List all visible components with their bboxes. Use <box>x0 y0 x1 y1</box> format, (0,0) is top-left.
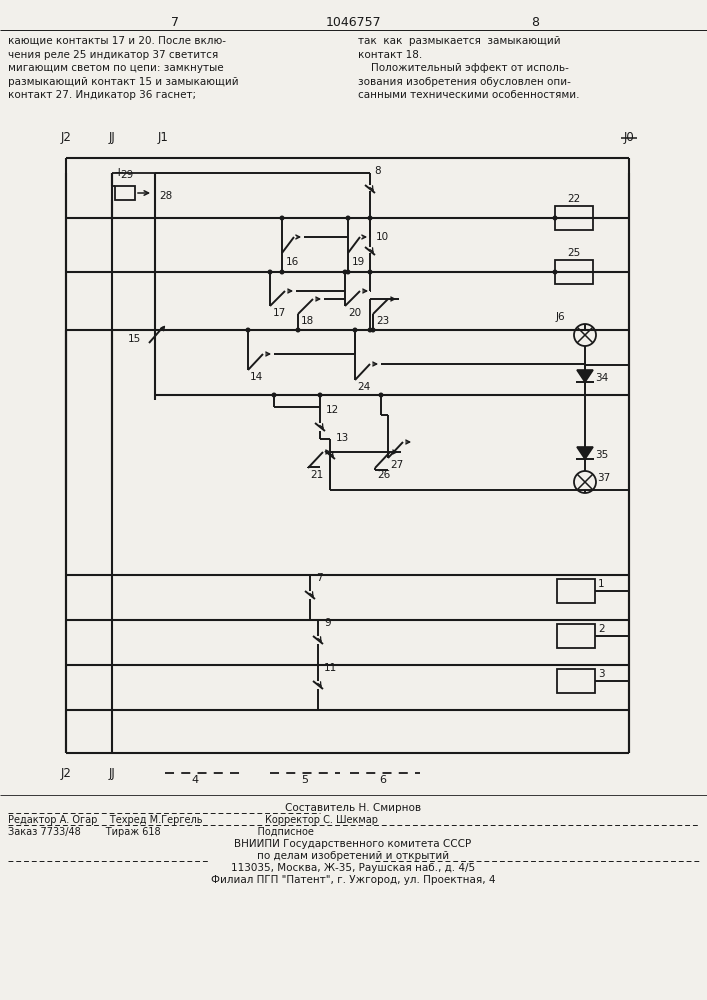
Text: 6: 6 <box>380 775 387 785</box>
Text: 20: 20 <box>348 308 361 318</box>
Circle shape <box>267 269 272 274</box>
Text: 26: 26 <box>377 470 390 480</box>
Circle shape <box>370 328 375 332</box>
Text: 17: 17 <box>273 308 286 318</box>
Text: по делам изобретений и открытий: по делам изобретений и открытий <box>257 851 449 861</box>
Text: +: + <box>114 166 124 179</box>
Text: J2: J2 <box>61 131 71 144</box>
Text: Филиал ПГП "Патент", г. Ужгород, ул. Проектная, 4: Филиал ПГП "Патент", г. Ужгород, ул. Про… <box>211 875 495 885</box>
Bar <box>557 624 595 648</box>
Text: 21: 21 <box>310 470 323 480</box>
Text: Редактор А. Огар    Техред М.Гергель                    Корректор С. Шекмар: Редактор А. Огар Техред М.Гергель Коррек… <box>8 815 378 825</box>
Text: 10: 10 <box>376 232 389 242</box>
Text: 11: 11 <box>324 663 337 673</box>
Circle shape <box>552 216 558 221</box>
Text: 27: 27 <box>390 460 403 470</box>
Text: 16: 16 <box>286 257 299 267</box>
Text: 18: 18 <box>301 316 314 326</box>
Text: 28: 28 <box>159 191 173 201</box>
Text: JJ: JJ <box>109 767 115 780</box>
Text: 29: 29 <box>120 170 133 180</box>
Text: 22: 22 <box>568 194 580 204</box>
Bar <box>557 579 595 603</box>
Polygon shape <box>577 447 593 459</box>
Circle shape <box>378 392 383 397</box>
Text: 13: 13 <box>336 433 349 443</box>
Text: Составитель Н. Смирнов: Составитель Н. Смирнов <box>285 803 421 813</box>
Text: 34: 34 <box>595 373 608 383</box>
Circle shape <box>368 216 373 221</box>
Text: 35: 35 <box>595 450 608 460</box>
Text: J0: J0 <box>624 131 634 144</box>
Text: 7: 7 <box>316 573 322 583</box>
Text: 1: 1 <box>598 579 604 589</box>
Circle shape <box>279 269 284 274</box>
Text: 14: 14 <box>250 372 263 382</box>
Circle shape <box>552 269 558 274</box>
Text: 23: 23 <box>376 316 390 326</box>
Circle shape <box>346 216 351 221</box>
Text: 15: 15 <box>128 334 141 344</box>
Bar <box>555 260 593 284</box>
Text: 9: 9 <box>324 618 331 628</box>
Text: 12: 12 <box>326 405 339 415</box>
Circle shape <box>346 269 351 274</box>
Circle shape <box>271 392 276 397</box>
Circle shape <box>342 269 348 274</box>
Text: кающие контакты 17 и 20. После вклю-
чения реле 25 индикатор 37 светится
мигающи: кающие контакты 17 и 20. После вклю- чен… <box>8 36 239 100</box>
Circle shape <box>296 328 300 332</box>
Text: 25: 25 <box>568 248 580 258</box>
Circle shape <box>353 328 358 332</box>
Text: 7: 7 <box>171 15 179 28</box>
Bar <box>115 186 135 200</box>
Circle shape <box>317 392 322 397</box>
Text: Заказ 7733/48        Тираж 618                               Подписное: Заказ 7733/48 Тираж 618 Подписное <box>8 827 314 837</box>
Text: 19: 19 <box>352 257 366 267</box>
Text: J6: J6 <box>556 312 565 322</box>
Text: JJ: JJ <box>109 131 115 144</box>
Text: 8: 8 <box>374 166 380 176</box>
Text: 2: 2 <box>598 624 604 634</box>
Text: 8: 8 <box>531 15 539 28</box>
Circle shape <box>368 269 373 274</box>
Text: 5: 5 <box>301 775 308 785</box>
Circle shape <box>279 216 284 221</box>
Text: 3: 3 <box>598 669 604 679</box>
Bar <box>557 669 595 693</box>
Text: 24: 24 <box>357 382 370 392</box>
Text: 4: 4 <box>192 775 199 785</box>
Text: 113035, Москва, Ж-35, Раушская наб., д. 4/5: 113035, Москва, Ж-35, Раушская наб., д. … <box>231 863 475 873</box>
Circle shape <box>368 328 373 332</box>
Circle shape <box>245 328 250 332</box>
Polygon shape <box>577 370 593 382</box>
Text: 37: 37 <box>597 473 610 483</box>
Text: J1: J1 <box>158 131 168 144</box>
Text: J2: J2 <box>61 767 71 780</box>
Text: так  как  размыкается  замыкающий
контакт 18.
    Положительный эффект от исполь: так как размыкается замыкающий контакт 1… <box>358 36 580 100</box>
Text: 1046757: 1046757 <box>325 15 381 28</box>
Bar <box>555 206 593 230</box>
Text: ВНИИПИ Государственного комитета СССР: ВНИИПИ Государственного комитета СССР <box>235 839 472 849</box>
